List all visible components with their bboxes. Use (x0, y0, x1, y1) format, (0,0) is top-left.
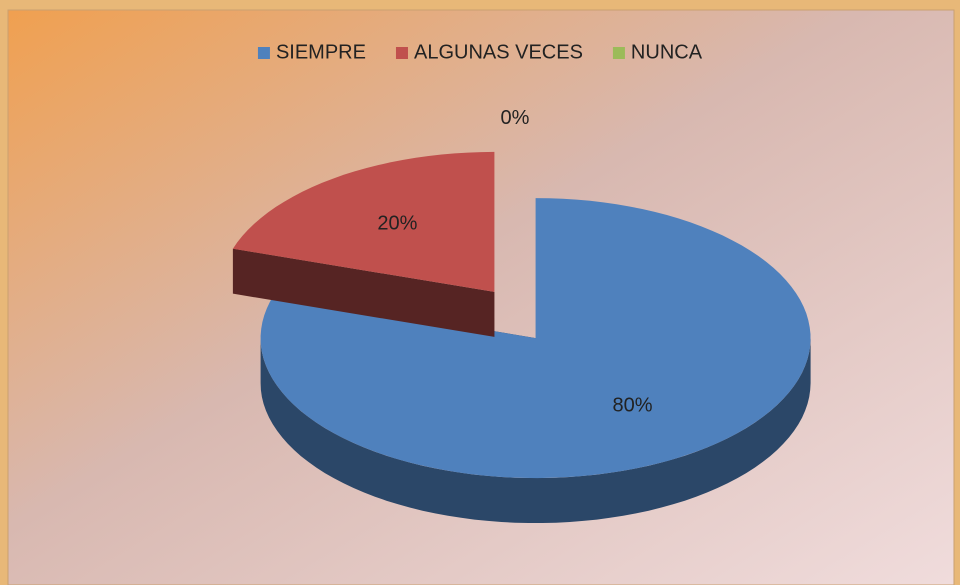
data-label: 0% (501, 107, 530, 129)
legend-item: ALGUNAS VECES (395, 41, 583, 63)
slice (260, 198, 811, 523)
slice-side (232, 248, 495, 337)
slice (260, 198, 811, 479)
legend-label: ALGUNAS VECES (414, 41, 583, 63)
legend-item: NUNCA (612, 41, 703, 63)
legend-swatch (257, 47, 270, 59)
legend-item: SIEMPRE (257, 41, 366, 63)
legend-swatch (395, 47, 408, 59)
legend-label: SIEMPRE (276, 41, 366, 63)
slice (232, 151, 495, 292)
data-label: 20% (377, 212, 417, 234)
legend-label: NUNCA (631, 41, 703, 63)
data-label: 80% (613, 394, 653, 416)
slice (232, 151, 495, 337)
legend-swatch (612, 47, 625, 59)
legend: SIEMPRE ALGUNAS VECES NUNCA (257, 41, 703, 63)
pie: 80% 20% 0% (232, 107, 811, 523)
slice-side (260, 338, 811, 523)
